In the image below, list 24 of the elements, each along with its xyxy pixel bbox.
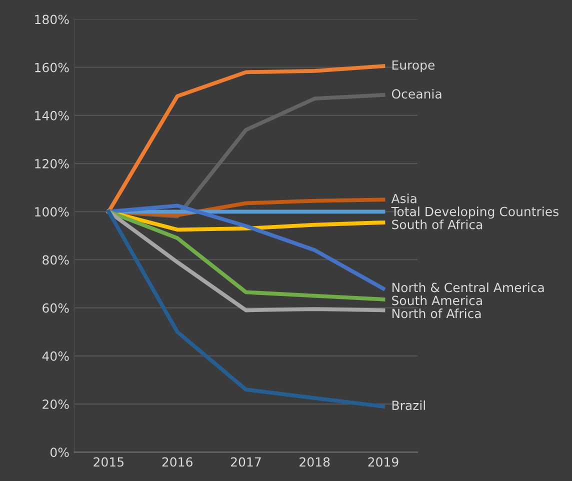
x-tick-label: 2017 [230, 457, 261, 467]
series-label: Asia [391, 194, 416, 204]
y-tick-label: 60% [42, 303, 69, 313]
y-tick-label: 0% [50, 448, 69, 458]
series-label: Brazil [392, 400, 425, 410]
x-tick-label: 2015 [94, 457, 124, 467]
y-tick-label: 40% [42, 351, 69, 361]
x-tick-label: 2019 [368, 457, 398, 467]
series-label: South of Africa [392, 220, 482, 230]
series-label: Oceania [392, 88, 442, 99]
y-tick-label: 180% [35, 14, 69, 24]
series-label: North of Africa [392, 308, 481, 318]
series-label: North & Central America [392, 282, 544, 292]
y-tick-label: 160% [35, 62, 69, 72]
y-tick-label: 80% [42, 255, 69, 265]
series-label: Total Developing Countries [391, 206, 558, 219]
x-tick-label: 2018 [300, 457, 330, 467]
y-tick-label: 100% [35, 207, 69, 217]
series-label: Europe [392, 60, 435, 72]
y-tick-label: 140% [35, 110, 69, 120]
y-tick-label: 120% [35, 159, 69, 168]
x-tick-label: 2016 [162, 457, 192, 467]
y-tick-label: 20% [42, 400, 69, 409]
series-label: South America [392, 296, 482, 306]
